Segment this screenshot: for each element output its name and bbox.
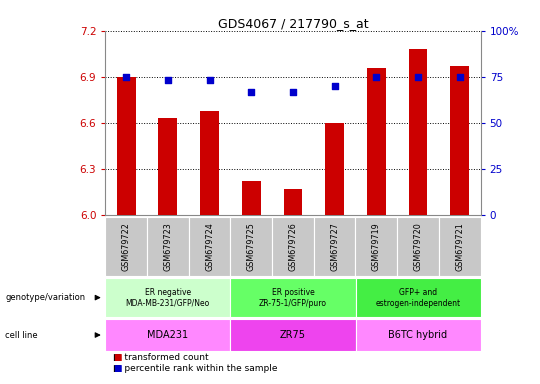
Text: ■ percentile rank within the sample: ■ percentile rank within the sample — [113, 364, 278, 373]
Point — [164, 78, 172, 84]
Point — [414, 74, 422, 80]
Point — [122, 74, 131, 80]
Bar — [147, 217, 188, 276]
Bar — [231, 278, 355, 317]
Bar — [325, 123, 344, 215]
Point — [372, 74, 381, 80]
Bar — [450, 66, 469, 215]
Text: B6TC hybrid: B6TC hybrid — [388, 330, 448, 340]
Bar — [439, 217, 481, 276]
Text: genotype/variation: genotype/variation — [5, 293, 85, 302]
Bar — [397, 217, 439, 276]
Bar — [284, 189, 302, 215]
Bar — [105, 278, 231, 317]
Text: GFP+ and
estrogen-independent: GFP+ and estrogen-independent — [375, 288, 461, 308]
Bar — [105, 217, 147, 276]
Bar — [242, 181, 261, 215]
Bar — [355, 278, 481, 317]
Text: GSM679724: GSM679724 — [205, 222, 214, 271]
Bar — [188, 217, 231, 276]
Text: ■: ■ — [113, 364, 122, 373]
Text: GSM679720: GSM679720 — [414, 222, 422, 271]
Bar — [272, 217, 314, 276]
Point — [205, 78, 214, 84]
Text: MDA231: MDA231 — [147, 330, 188, 340]
Text: cell line: cell line — [5, 331, 38, 339]
Bar — [355, 319, 481, 351]
Bar — [314, 217, 355, 276]
Bar — [409, 49, 428, 215]
Text: ■ transformed count: ■ transformed count — [113, 353, 209, 362]
Point — [330, 83, 339, 89]
Point — [247, 88, 255, 94]
Point — [288, 88, 297, 94]
Text: ZR75: ZR75 — [280, 330, 306, 340]
Text: GSM679726: GSM679726 — [288, 222, 298, 271]
Bar — [231, 217, 272, 276]
Text: GSM679725: GSM679725 — [247, 222, 256, 271]
Point — [455, 74, 464, 80]
Bar — [367, 68, 386, 215]
Bar — [355, 217, 397, 276]
Text: ER positive
ZR-75-1/GFP/puro: ER positive ZR-75-1/GFP/puro — [259, 288, 327, 308]
Text: ■: ■ — [113, 353, 122, 362]
Bar — [158, 118, 177, 215]
Bar — [231, 319, 355, 351]
Text: GSM679719: GSM679719 — [372, 222, 381, 271]
Bar — [105, 319, 231, 351]
Text: GSM679723: GSM679723 — [163, 222, 172, 271]
Text: GSM679727: GSM679727 — [330, 222, 339, 271]
Text: ER negative
MDA-MB-231/GFP/Neo: ER negative MDA-MB-231/GFP/Neo — [126, 288, 210, 308]
Bar — [200, 111, 219, 215]
Bar — [117, 77, 136, 215]
Text: GSM679721: GSM679721 — [455, 222, 464, 271]
Title: GDS4067 / 217790_s_at: GDS4067 / 217790_s_at — [218, 17, 368, 30]
Text: GSM679722: GSM679722 — [122, 222, 131, 271]
